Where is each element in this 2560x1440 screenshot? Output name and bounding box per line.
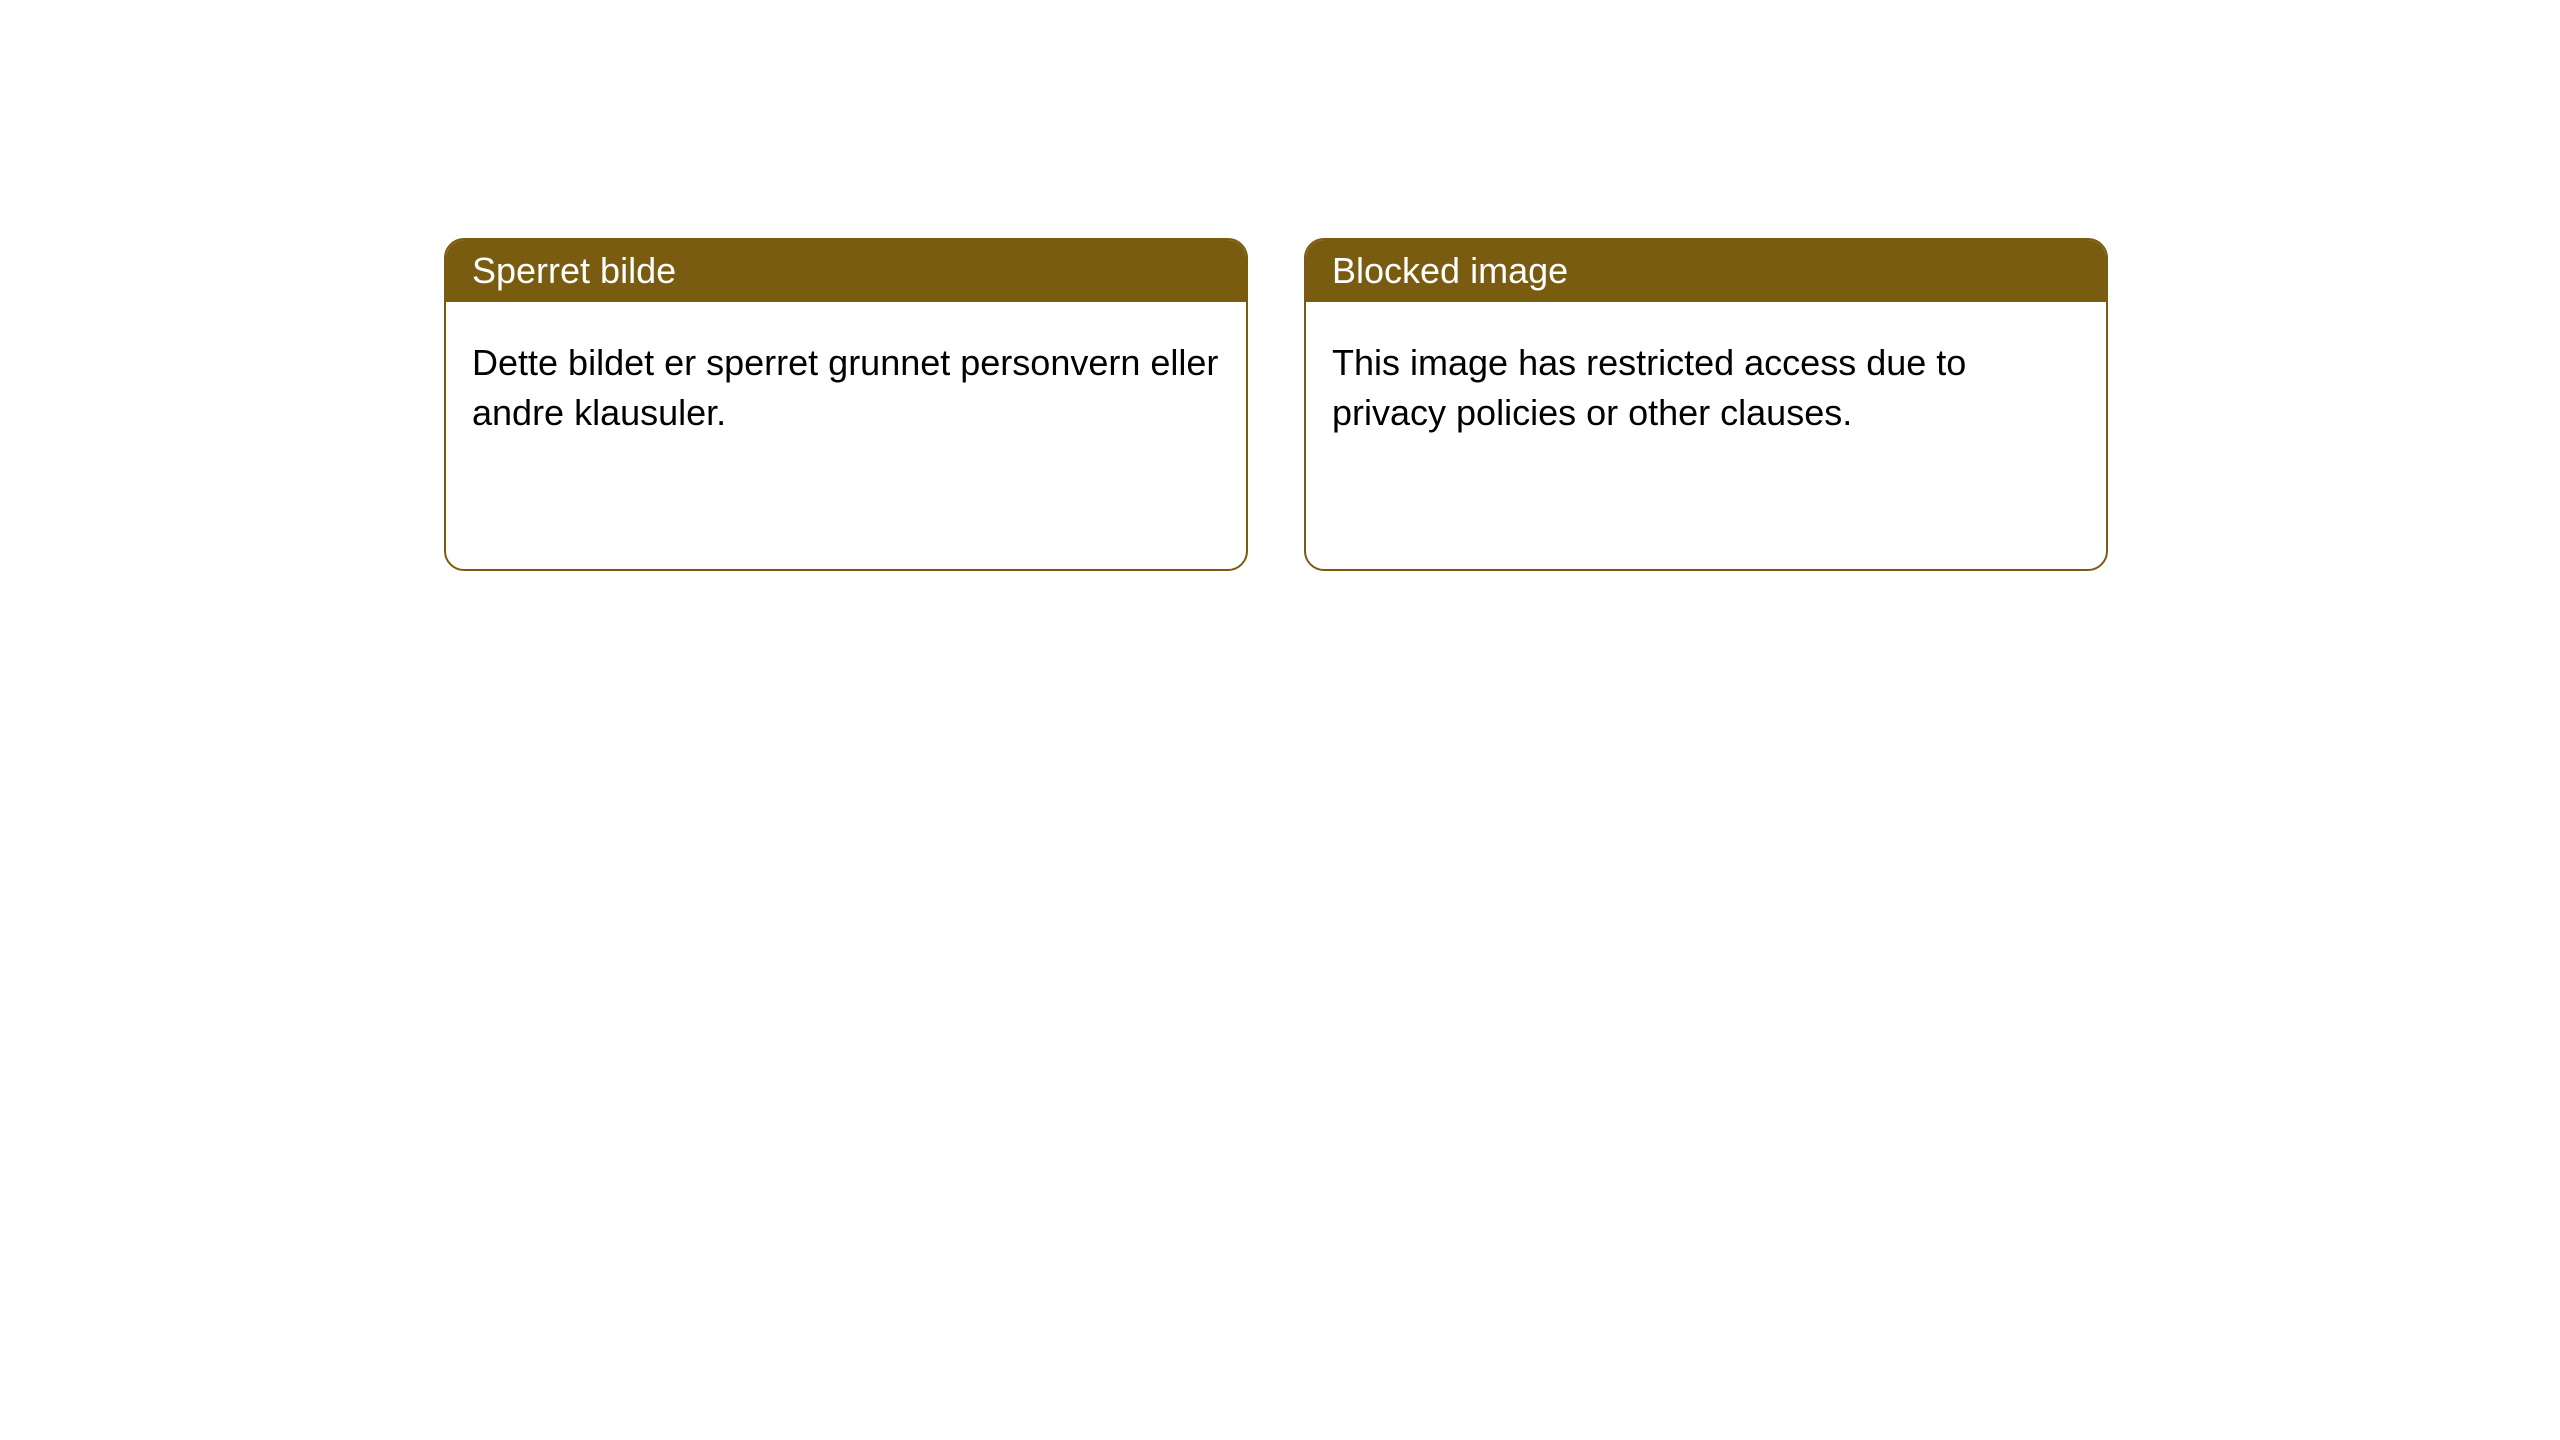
- notice-body: This image has restricted access due to …: [1306, 302, 2106, 475]
- notice-container: Sperret bilde Dette bildet er sperret gr…: [0, 0, 2560, 571]
- notice-header: Sperret bilde: [446, 240, 1246, 302]
- notice-box-norwegian: Sperret bilde Dette bildet er sperret gr…: [444, 238, 1248, 571]
- notice-box-english: Blocked image This image has restricted …: [1304, 238, 2108, 571]
- notice-body: Dette bildet er sperret grunnet personve…: [446, 302, 1246, 475]
- notice-header: Blocked image: [1306, 240, 2106, 302]
